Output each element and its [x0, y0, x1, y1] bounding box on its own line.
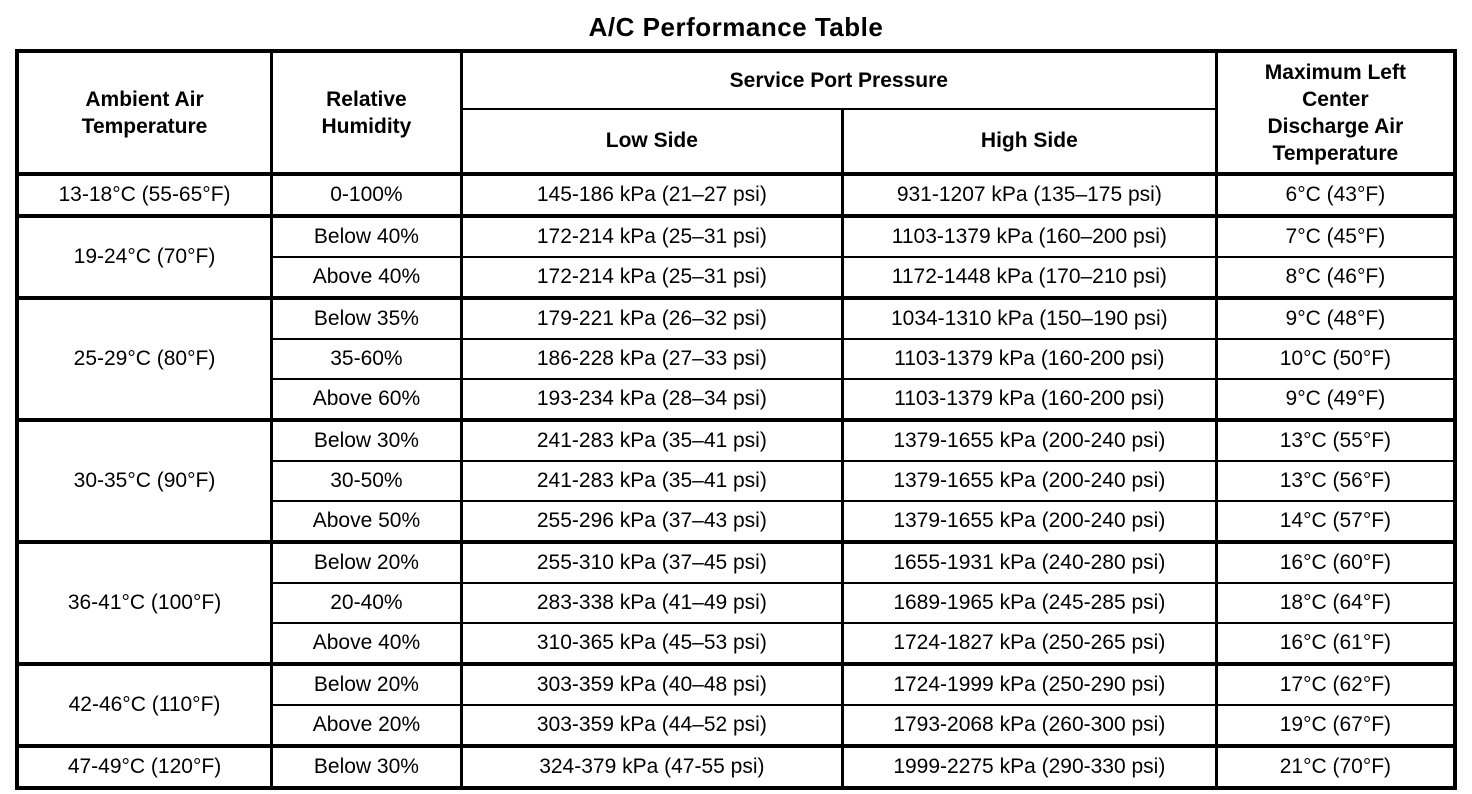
humidity-cell: 35-60%: [270, 338, 463, 380]
table-row: 47-49°C (120°F) Below 30% 324-379 kPa (4…: [15, 744, 1457, 789]
table-row: Above 40% 172-214 kPa (25–31 psi) 1172-1…: [17, 256, 1457, 299]
ac-performance-table: Ambient Air Temperature Relative Humidit…: [15, 49, 1457, 790]
ambient-temp-cell: 13-18°C (55-65°F): [15, 172, 274, 217]
ambient-temp-cell: 47-49°C (120°F): [15, 744, 274, 789]
ambient-temp-cell: 42-46°C (110°F): [15, 662, 274, 747]
high-side-cell: 1793-2068 kPa (260-300 psi): [840, 704, 1218, 747]
table-row: Above 50% 255-296 kPa (37–43 psi) 1379-1…: [17, 500, 1457, 543]
ambient-temp-cell: 36-41°C (100°F): [15, 540, 274, 665]
low-side-cell: 172-214 kPa (25–31 psi): [459, 214, 844, 258]
low-side-cell: 172-214 kPa (25–31 psi): [459, 256, 844, 299]
humidity-cell: Below 40%: [270, 214, 463, 258]
high-side-cell: 1103-1379 kPa (160–200 psi): [840, 214, 1218, 258]
low-side-cell: 179-221 kPa (26–32 psi): [459, 296, 844, 340]
discharge-temp-cell: 18°C (64°F): [1214, 582, 1457, 624]
humidity-cell: Below 20%: [270, 662, 463, 706]
discharge-temp-cell: 7°C (45°F): [1214, 214, 1457, 258]
high-side-cell: 931-1207 kPa (135–175 psi): [840, 172, 1218, 217]
low-side-cell: 241-283 kPa (35–41 psi): [459, 418, 844, 462]
humidity-cell: 20-40%: [270, 582, 463, 624]
low-side-cell: 303-359 kPa (40–48 psi): [459, 662, 844, 706]
humidity-cell: Below 30%: [270, 418, 463, 462]
humidity-cell: Below 30%: [270, 744, 463, 789]
low-side-cell: 186-228 kPa (27–33 psi): [459, 338, 844, 380]
high-side-cell: 1999-2275 kPa (290-330 psi): [840, 744, 1218, 789]
high-side-cell: 1689-1965 kPa (245-285 psi): [840, 582, 1218, 624]
low-side-cell: 283-338 kPa (41–49 psi): [459, 582, 844, 624]
table-row: 20-40% 283-338 kPa (41–49 psi) 1689-1965…: [17, 582, 1457, 624]
high-side-cell: 1379-1655 kPa (200-240 psi): [840, 418, 1218, 462]
ambient-temp-cell: 30-35°C (90°F): [15, 418, 274, 543]
humidity-cell: Above 50%: [270, 500, 463, 543]
table-row: Above 40% 310-365 kPa (45–53 psi) 1724-1…: [17, 622, 1457, 665]
table-row: Above 60% 193-234 kPa (28–34 psi) 1103-1…: [17, 378, 1457, 421]
page-title: A/C Performance Table: [588, 12, 884, 42]
humidity-cell: Below 35%: [270, 296, 463, 340]
high-side-cell: 1103-1379 kPa (160-200 psi): [840, 338, 1218, 380]
header-max-left-center-discharge-air-temperature: Maximum Left Center Discharge Air Temper…: [1214, 50, 1457, 175]
table-row: 25-29°C (80°F) Below 35% 179-221 kPa (26…: [15, 296, 1457, 421]
humidity-cell: Above 60%: [270, 378, 463, 421]
low-side-cell: 255-310 kPa (37–45 psi): [459, 540, 844, 584]
discharge-temp-cell: 16°C (61°F): [1214, 622, 1457, 665]
low-side-cell: 145-186 kPa (21–27 psi): [459, 172, 844, 217]
header-line: Humidity: [321, 114, 412, 138]
discharge-temp-cell: 19°C (67°F): [1214, 704, 1457, 747]
header-line: Ambient Air: [85, 87, 204, 111]
discharge-temp-cell: 9°C (49°F): [1214, 378, 1457, 421]
table-row: 35-60% 186-228 kPa (27–33 psi) 1103-1379…: [17, 338, 1457, 380]
header-line: Center: [1302, 87, 1369, 111]
discharge-temp-cell: 9°C (48°F): [1214, 296, 1457, 340]
discharge-temp-cell: 16°C (60°F): [1214, 540, 1457, 584]
discharge-temp-cell: 17°C (62°F): [1214, 662, 1457, 706]
header-ambient-air-temperature: Ambient Air Temperature: [15, 50, 274, 175]
table-row: 19-24°C (70°F) Below 40% 172-214 kPa (25…: [15, 214, 1457, 299]
discharge-temp-cell: 8°C (46°F): [1214, 256, 1457, 299]
discharge-temp-cell: 14°C (57°F): [1214, 500, 1457, 543]
header-service-port-pressure: Service Port Pressure: [459, 50, 1218, 110]
header-line: Temperature: [1272, 141, 1399, 165]
high-side-cell: 1379-1655 kPa (200-240 psi): [840, 460, 1218, 502]
low-side-cell: 255-296 kPa (37–43 psi): [459, 500, 844, 543]
humidity-cell: Above 20%: [270, 704, 463, 747]
high-side-cell: 1379-1655 kPa (200-240 psi): [840, 500, 1218, 543]
low-side-cell: 324-379 kPa (47-55 psi): [459, 744, 844, 789]
low-side-cell: 241-283 kPa (35–41 psi): [459, 460, 844, 502]
low-side-cell: 193-234 kPa (28–34 psi): [459, 378, 844, 421]
humidity-cell: 0-100%: [270, 172, 463, 217]
header-line: Discharge Air: [1267, 114, 1404, 138]
table-row: 42-46°C (110°F) Below 20% 303-359 kPa (4…: [15, 662, 1457, 747]
header-line: Maximum Left: [1264, 60, 1406, 84]
high-side-cell: 1724-1827 kPa (250-265 psi): [840, 622, 1218, 665]
header-line: Relative: [326, 87, 407, 111]
table-row: Above 20% 303-359 kPa (44–52 psi) 1793-2…: [17, 704, 1457, 747]
table-row: 36-41°C (100°F) Below 20% 255-310 kPa (3…: [15, 540, 1457, 665]
discharge-temp-cell: 21°C (70°F): [1214, 744, 1457, 789]
high-side-cell: 1103-1379 kPa (160-200 psi): [840, 378, 1218, 421]
high-side-cell: 1172-1448 kPa (170–210 psi): [840, 256, 1218, 299]
header-line: Temperature: [81, 114, 208, 138]
low-side-cell: 303-359 kPa (44–52 psi): [459, 704, 844, 747]
discharge-temp-cell: 13°C (55°F): [1214, 418, 1457, 462]
discharge-temp-cell: 13°C (56°F): [1214, 460, 1457, 502]
humidity-cell: Above 40%: [270, 622, 463, 665]
header-low-side: Low Side: [459, 108, 844, 175]
discharge-temp-cell: 6°C (43°F): [1214, 172, 1457, 217]
low-side-cell: 310-365 kPa (45–53 psi): [459, 622, 844, 665]
high-side-cell: 1655-1931 kPa (240-280 psi): [840, 540, 1218, 584]
humidity-cell: Above 40%: [270, 256, 463, 299]
header-high-side: High Side: [840, 108, 1218, 175]
discharge-temp-cell: 10°C (50°F): [1214, 338, 1457, 380]
ambient-temp-cell: 19-24°C (70°F): [15, 214, 274, 299]
high-side-cell: 1034-1310 kPa (150–190 psi): [840, 296, 1218, 340]
high-side-cell: 1724-1999 kPa (250-290 psi): [840, 662, 1218, 706]
humidity-cell: Below 20%: [270, 540, 463, 584]
humidity-cell: 30-50%: [270, 460, 463, 502]
ambient-temp-cell: 25-29°C (80°F): [15, 296, 274, 421]
header-relative-humidity: Relative Humidity: [270, 50, 463, 175]
table-row: 30-50% 241-283 kPa (35–41 psi) 1379-1655…: [17, 460, 1457, 502]
table-row: 30-35°C (90°F) Below 30% 241-283 kPa (35…: [15, 418, 1457, 543]
table-row: 13-18°C (55-65°F) 0-100% 145-186 kPa (21…: [15, 172, 1457, 217]
